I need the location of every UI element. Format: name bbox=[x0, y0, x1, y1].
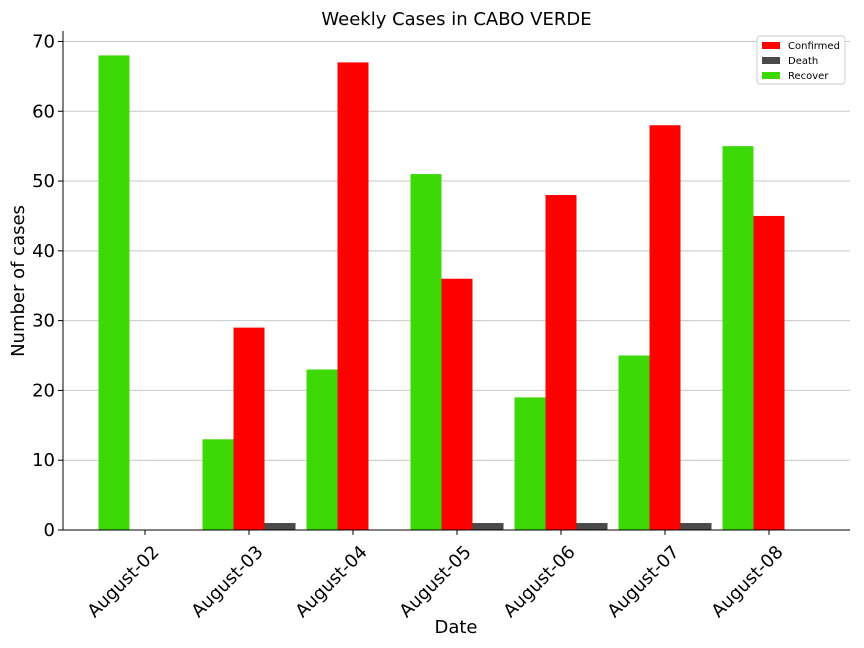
legend-swatch-death bbox=[762, 57, 780, 64]
bar-recover-august-04 bbox=[306, 369, 338, 530]
bar-confirmed-august-07 bbox=[649, 125, 681, 530]
x-tick-label: August-04 bbox=[291, 542, 371, 622]
bars bbox=[98, 55, 785, 531]
x-tick-label: August-05 bbox=[395, 542, 475, 622]
y-tick-label: 30 bbox=[32, 311, 55, 332]
x-axis-title: Date bbox=[434, 617, 477, 638]
y-tick-label: 60 bbox=[32, 101, 55, 122]
bar-confirmed-august-08 bbox=[753, 215, 785, 530]
legend-label-death: Death bbox=[788, 56, 818, 67]
y-tick-label: 0 bbox=[44, 520, 55, 541]
legend-swatch-confirmed bbox=[762, 42, 780, 49]
bar-confirmed-august-04 bbox=[337, 62, 369, 531]
bar-confirmed-august-06 bbox=[545, 195, 577, 530]
bar-confirmed-august-05 bbox=[441, 278, 473, 530]
x-tick-label: August-03 bbox=[187, 542, 267, 622]
bar-recover-august-05 bbox=[410, 174, 442, 530]
bar-recover-august-02 bbox=[98, 55, 130, 530]
y-axis-ticks: 0 10 20 30 40 50 60 70 bbox=[32, 31, 63, 541]
bar-recover-august-06 bbox=[514, 397, 546, 530]
y-tick-label: 40 bbox=[32, 241, 55, 262]
y-axis-title: Number of cases bbox=[8, 205, 29, 357]
legend-swatch-recover bbox=[762, 72, 780, 79]
bar-death-august-03 bbox=[264, 523, 296, 530]
x-tick-label: August-02 bbox=[83, 542, 163, 622]
x-tick-label: August-07 bbox=[603, 542, 683, 622]
bar-recover-august-07 bbox=[618, 355, 650, 530]
chart-title: Weekly Cases in CABO VERDE bbox=[321, 9, 591, 30]
bar-recover-august-03 bbox=[202, 439, 234, 530]
bar-recover-august-08 bbox=[722, 146, 754, 530]
bar-death-august-06 bbox=[576, 523, 608, 530]
legend-label-recover: Recover bbox=[788, 71, 829, 82]
y-tick-label: 50 bbox=[32, 171, 55, 192]
bar-confirmed-august-03 bbox=[233, 327, 265, 530]
x-tick-label: August-06 bbox=[499, 542, 579, 622]
bar-death-august-07 bbox=[680, 523, 712, 530]
y-tick-label: 70 bbox=[32, 31, 55, 52]
bar-death-august-05 bbox=[472, 523, 504, 530]
legend: Confirmed Death Recover bbox=[756, 35, 846, 85]
legend-label-confirmed: Confirmed bbox=[788, 41, 840, 52]
y-tick-label: 10 bbox=[32, 450, 55, 471]
x-tick-label: August-08 bbox=[707, 542, 787, 622]
x-axis-ticks: August-02 August-03 August-04 August-05 Augu… bbox=[83, 530, 788, 622]
y-tick-label: 20 bbox=[32, 380, 55, 401]
